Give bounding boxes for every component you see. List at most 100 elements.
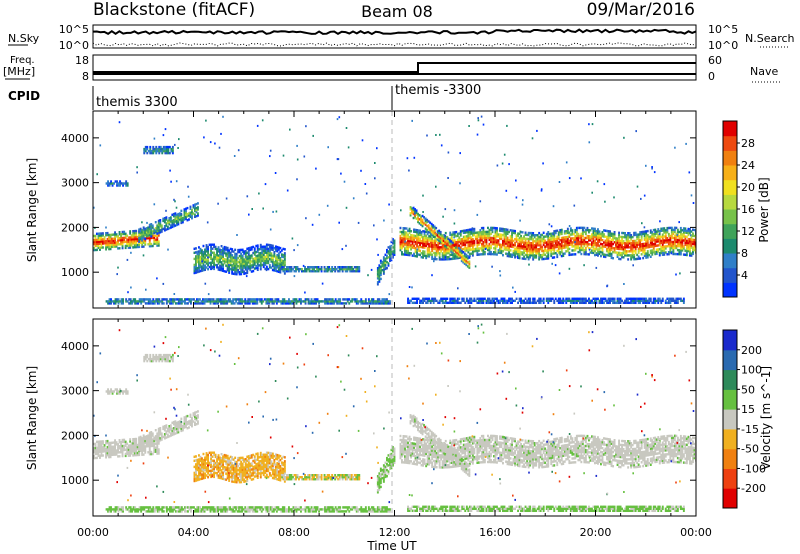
power-cell xyxy=(147,232,150,235)
power-cell xyxy=(235,260,238,264)
power-cell xyxy=(550,299,553,303)
power-cell xyxy=(416,237,419,240)
power-cell xyxy=(529,252,532,255)
power-cell xyxy=(533,301,536,305)
power-cell xyxy=(529,301,532,305)
power-cell xyxy=(553,252,556,255)
power-cell xyxy=(609,250,612,253)
power-cell xyxy=(210,263,213,267)
power-cell xyxy=(509,239,512,242)
power-cell xyxy=(142,254,145,257)
power-cell xyxy=(636,185,639,188)
power-cell xyxy=(276,266,279,269)
power-cell xyxy=(460,259,463,263)
power-cell xyxy=(630,238,633,241)
power-cell xyxy=(658,297,661,301)
power-cell xyxy=(121,230,124,234)
power-cell xyxy=(430,230,433,234)
power-cell xyxy=(238,271,241,274)
power-cell xyxy=(173,300,176,303)
power-cell xyxy=(241,256,244,260)
power-cell xyxy=(550,252,553,256)
velocity-cell xyxy=(132,450,135,453)
power-cell xyxy=(575,228,578,232)
power-cell xyxy=(428,237,431,240)
power-cell xyxy=(159,221,162,224)
power-cell xyxy=(250,246,253,249)
power-cell xyxy=(578,246,581,250)
power-cell xyxy=(580,232,583,236)
power-cell xyxy=(369,302,372,305)
power-cell xyxy=(180,213,183,217)
power-cell xyxy=(560,246,563,250)
power-cell xyxy=(147,226,150,229)
power-cell xyxy=(511,253,514,256)
power-cell xyxy=(228,269,231,272)
power-cell xyxy=(376,300,379,303)
power-cell xyxy=(627,258,630,261)
power-cell xyxy=(601,233,604,236)
power-cell xyxy=(212,302,215,305)
power-cell xyxy=(678,244,681,248)
power-cell xyxy=(165,222,168,225)
power-cell xyxy=(594,231,596,235)
power-cell xyxy=(222,251,225,254)
power-cell xyxy=(146,221,148,224)
power-cell xyxy=(482,251,485,254)
power-cell xyxy=(157,227,160,231)
power-cell xyxy=(320,270,323,273)
power-cell xyxy=(117,247,120,250)
power-cell xyxy=(643,232,646,235)
power-cell xyxy=(657,228,660,231)
power-cell xyxy=(506,301,509,305)
power-cell xyxy=(265,298,268,301)
power-cell xyxy=(123,236,126,240)
velocity-cell xyxy=(154,446,157,449)
power-cell xyxy=(520,239,523,242)
power-cell xyxy=(447,249,450,253)
power-cell xyxy=(606,301,609,305)
power-cell xyxy=(441,254,444,257)
power-cell xyxy=(361,139,364,142)
power-cell xyxy=(442,241,445,245)
power-cell xyxy=(249,254,252,258)
power-cell xyxy=(121,236,124,240)
power-cell xyxy=(205,250,208,253)
power-cell xyxy=(488,228,491,232)
power-cell xyxy=(603,297,605,301)
power-cell xyxy=(588,229,590,232)
power-cell xyxy=(563,244,566,247)
power-cell xyxy=(637,233,640,236)
power-cell xyxy=(496,239,498,242)
power-cell xyxy=(577,240,580,244)
power-cell xyxy=(206,298,209,301)
power-cell xyxy=(364,300,367,303)
power-cell xyxy=(592,235,595,238)
power-cell xyxy=(637,301,640,305)
power-cell xyxy=(265,300,268,303)
velocity-cell xyxy=(97,442,100,445)
power-cell xyxy=(411,301,414,305)
power-cell xyxy=(655,238,658,241)
power-cell xyxy=(690,244,693,247)
velocity-cell xyxy=(105,442,108,445)
power-cell xyxy=(238,258,241,262)
power-cell xyxy=(149,298,152,301)
power-cell xyxy=(280,259,283,262)
velocity-cell xyxy=(118,439,121,442)
power-cell xyxy=(195,269,197,272)
power-cell xyxy=(521,251,524,254)
power-cell xyxy=(274,267,277,271)
power-cell xyxy=(449,249,452,253)
power-cell xyxy=(669,244,672,248)
power-cell xyxy=(215,300,218,303)
power-cell xyxy=(539,243,542,247)
power-cell xyxy=(357,221,360,224)
power-cell xyxy=(173,198,175,201)
velocity-cell xyxy=(129,452,132,455)
velocity-cell xyxy=(97,454,100,458)
power-cell xyxy=(420,239,423,243)
power-cell xyxy=(345,244,347,247)
power-cell xyxy=(249,260,252,264)
power-cell xyxy=(216,266,219,269)
